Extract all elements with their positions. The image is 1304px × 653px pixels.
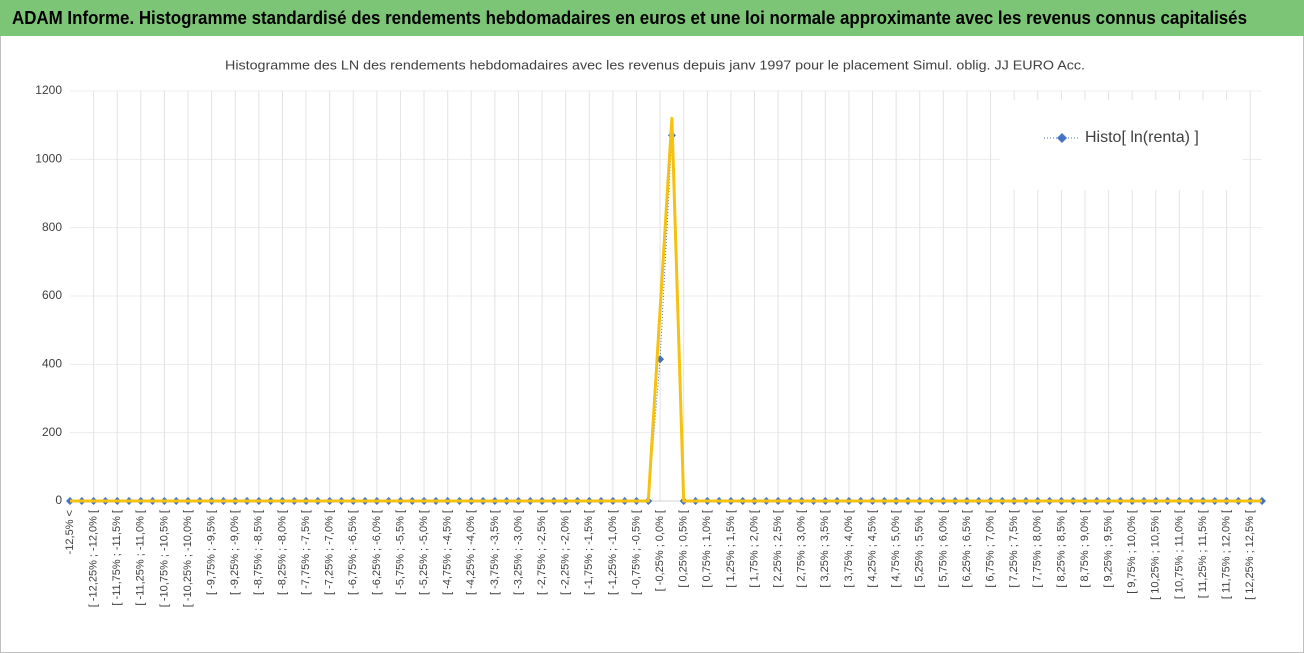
x-tick-label: [ 9,75% ; 10,0% [ xyxy=(1126,510,1138,594)
x-tick-label: [ 7,75% ; 8,0% [ xyxy=(1032,510,1044,588)
x-tick-label: [ -9,25% ; -9,0% [ xyxy=(229,510,241,595)
x-tick-label: [ -11,75% ; -11,5% [ xyxy=(111,510,123,606)
header-title: ADAM Informe. Histogramme standardisé de… xyxy=(12,8,1247,28)
x-tick-label: [ 11,25% ; 11,5% [ xyxy=(1197,510,1209,598)
x-tick-label: -12,5% < xyxy=(64,510,76,554)
x-tick-label: [ -4,25% ; -4,0% [ xyxy=(465,510,477,595)
x-tick-label: [ 12,25% ; 12,5% [ xyxy=(1244,510,1256,600)
x-tick-label: [ 5,75% ; 6,0% [ xyxy=(937,510,949,588)
x-tick-label: [ -3,25% ; -3,0% [ xyxy=(512,510,524,595)
x-tick-label: [ -11,25% ; -11,0% [ xyxy=(135,510,147,606)
x-tick-label: [ 3,25% ; 3,5% [ xyxy=(819,510,831,588)
x-tick-label: [ -7,25% ; -7,0% [ xyxy=(324,510,336,595)
x-tick-label: [ 7,25% ; 7,5% [ xyxy=(1008,510,1020,588)
x-tick-label: [ -1,25% ; -1,0% [ xyxy=(607,510,619,595)
chart-title: Histogramme des LN des rendements hebdom… xyxy=(225,57,1085,72)
x-tick-label: [ 0,75% ; 1,0% [ xyxy=(701,510,713,588)
x-tick-label: [ 5,25% ; 5,5% [ xyxy=(914,510,926,588)
x-tick-label: [ -2,75% ; -2,5% [ xyxy=(536,510,548,595)
x-tick-label: [ 9,25% ; 9,5% [ xyxy=(1102,510,1114,588)
x-tick-label: [ 6,25% ; 6,5% [ xyxy=(961,510,973,588)
x-tick-label: [ 8,75% ; 9,0% [ xyxy=(1079,510,1091,588)
x-tick-label: [ -3,75% ; -3,5% [ xyxy=(489,510,501,595)
x-tick-label: [ -6,25% ; -6,0% [ xyxy=(371,510,383,595)
x-tick-label: [ 4,75% ; 5,0% [ xyxy=(890,510,902,588)
x-tick-label: [ -10,75% ; -10,5% [ xyxy=(158,510,170,607)
x-tick-label: [ 10,25% ; 10,5% [ xyxy=(1150,510,1162,600)
x-tick-label: [ 6,75% ; 7,0% [ xyxy=(984,510,996,588)
x-tick-label: [ 10,75% ; 11,0% [ xyxy=(1173,510,1185,599)
x-tick-label: [ 0,25% ; 0,5% [ xyxy=(678,510,690,588)
x-tick-label: [ 2,25% ; 2,5% [ xyxy=(772,510,784,588)
x-tick-label: [ -1,75% ; -1,5% [ xyxy=(583,510,595,595)
x-tick-label: [ 1,75% ; 2,0% [ xyxy=(748,510,760,588)
x-tick-label: [ 11,75% ; 12,0% [ xyxy=(1221,510,1233,599)
x-tick-label: [ -0,75% ; -0,5% [ xyxy=(630,510,642,595)
x-tick-label: [ -10,25% ; -10,0% [ xyxy=(182,510,194,607)
y-tick-label: 400 xyxy=(42,357,62,371)
header-bar xyxy=(0,0,1304,36)
x-tick-label: [ 3,75% ; 4,0% [ xyxy=(843,510,855,588)
x-tick-label: [ -8,75% ; -8,5% [ xyxy=(253,510,265,595)
x-tick-label: [ -8,25% ; -8,0% [ xyxy=(276,510,288,595)
x-tick-label: [ -5,25% ; -5,0% [ xyxy=(418,510,430,595)
y-tick-label: 0 xyxy=(55,493,62,507)
y-tick-label: 1000 xyxy=(35,152,62,166)
x-tick-label: [ -0,25% ; 0,0% [ xyxy=(654,510,666,591)
x-tick-label: [ -12,25% ; -12,0% [ xyxy=(88,510,100,607)
y-tick-label: 200 xyxy=(42,425,62,439)
x-tick-label: [ -5,75% ; -5,5% [ xyxy=(394,510,406,595)
y-tick-label: 800 xyxy=(42,220,62,234)
x-tick-label: [ -7,75% ; -7,5% [ xyxy=(300,510,312,595)
series-line xyxy=(70,116,1262,503)
y-tick-label: 600 xyxy=(42,288,62,302)
x-tick-label: [ 8,25% ; 8,5% [ xyxy=(1055,510,1067,588)
x-tick-label: [ -6,75% ; -6,5% [ xyxy=(347,510,359,595)
x-tick-label: [ -4,75% ; -4,5% [ xyxy=(442,510,454,595)
x-tick-label: [ 4,25% ; 4,5% [ xyxy=(866,510,878,588)
y-tick-label: 1200 xyxy=(35,83,62,97)
x-tick-label: [ 2,75% ; 3,0% [ xyxy=(796,510,808,588)
x-tick-label: [ -9,75% ; -9,5% [ xyxy=(206,510,218,595)
legend-label: Histo[ ln(renta) ] xyxy=(1085,129,1199,146)
legend-marker xyxy=(1057,133,1067,143)
x-tick-label: [ 1,25% ; 1,5% [ xyxy=(725,510,737,588)
x-tick-label: [ -2,25% ; -2,0% [ xyxy=(560,510,572,595)
legend-box xyxy=(1000,100,1242,190)
